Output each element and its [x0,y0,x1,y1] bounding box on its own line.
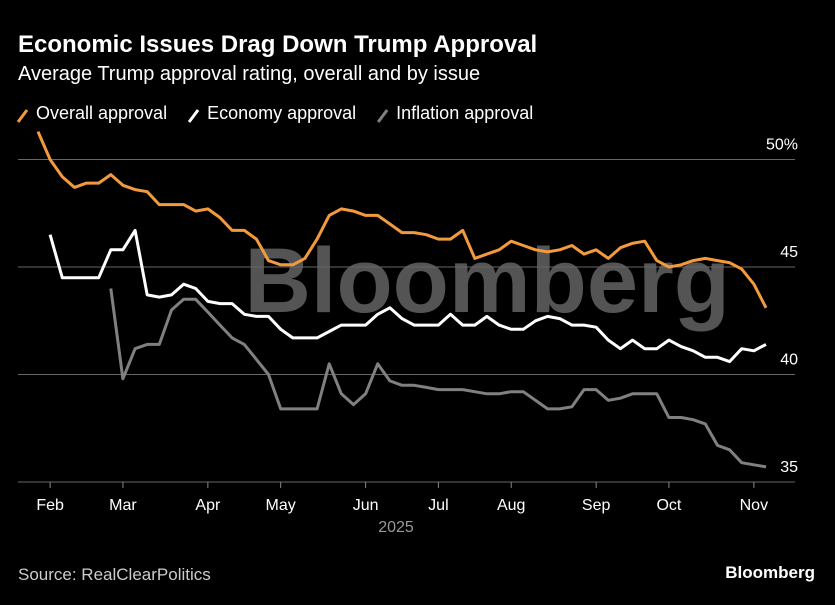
legend-swatch [16,109,29,123]
x-tick-label: Jun [353,497,379,514]
x-tick-label: Feb [36,497,64,514]
legend-label: Inflation approval [396,103,533,123]
y-tick-label: 50% [766,137,798,154]
x-axis-label: 2025 [378,519,414,536]
legend-label: Economy approval [207,103,356,123]
x-tick-label: Sep [582,497,611,514]
x-tick-label: Aug [497,497,525,514]
series-line [48,228,767,364]
series-line [36,131,768,309]
legend-label: Overall approval [36,103,167,123]
x-tick-label: May [266,497,296,514]
y-tick-label: 45 [780,244,798,261]
x-tick-label: Oct [656,497,681,514]
legend-swatch [376,109,389,123]
legend-swatch [187,109,200,123]
y-tick-label: 35 [780,459,798,476]
x-tick-label: Apr [195,497,221,514]
x-tick-label: Nov [740,497,768,514]
chart-subtitle: Average Trump approval rating, overall a… [18,63,480,85]
x-tick-label: Mar [109,497,137,514]
brand: Bloomberg [725,563,815,582]
y-tick-label: 40 [780,352,798,369]
series-line [109,288,767,469]
x-tick-label: Jul [428,497,448,514]
source: Source: RealClearPolitics [18,565,211,584]
chart-title: Economic Issues Drag Down Trump Approval [18,31,537,58]
